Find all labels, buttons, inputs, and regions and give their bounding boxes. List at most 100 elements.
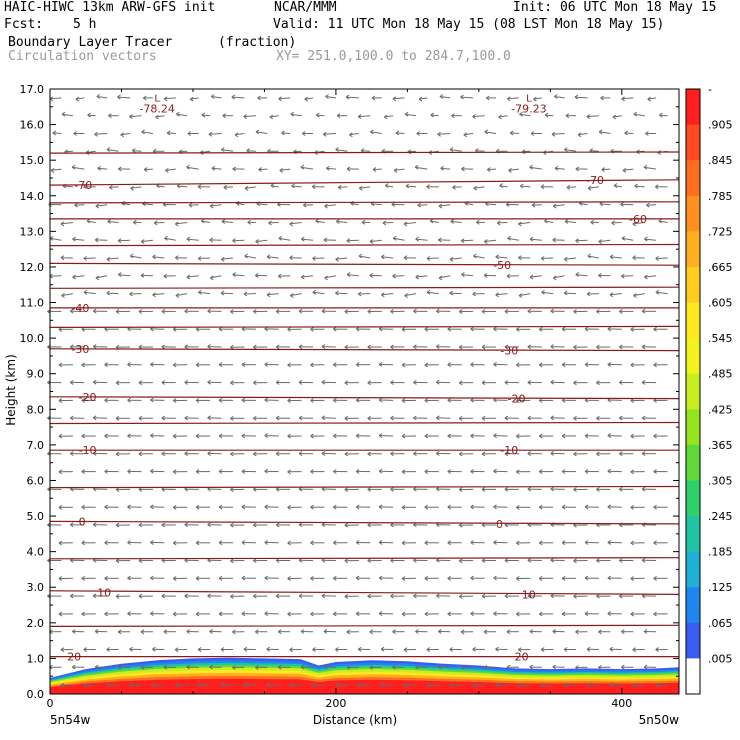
y-tick-label: 4.0 (27, 546, 45, 559)
vector-arrow (644, 238, 657, 241)
vector-arrow (392, 97, 405, 100)
vector-arrow (270, 185, 279, 188)
vector-arrow (142, 203, 153, 206)
vector-arrowhead (507, 235, 511, 241)
vector-arrowhead (325, 94, 329, 99)
vector-arrowhead (573, 558, 577, 564)
vector-arrow (164, 97, 176, 100)
vector-arrow (86, 220, 96, 223)
vector-arrowhead (481, 380, 486, 386)
vector-arrowhead (230, 558, 234, 564)
vector-arrow (152, 256, 165, 259)
vector-arrowhead (255, 239, 259, 245)
vector-arrow (211, 96, 222, 99)
colorbar-label: .905 (708, 119, 733, 132)
vector-arrowhead (415, 274, 419, 280)
y-tick-label: 15.0 (20, 154, 45, 167)
vector-arrowhead (481, 486, 486, 492)
vector-arrow (518, 293, 531, 297)
vector-arrowhead (140, 239, 145, 245)
vector-arrowhead (417, 202, 421, 208)
vector-arrowhead (58, 540, 63, 546)
vector-arrowhead (324, 275, 328, 281)
vector-arrowhead (222, 113, 226, 119)
vector-arrowhead (405, 183, 410, 189)
vector-arrowhead (619, 486, 623, 492)
vector-arrowhead (133, 219, 137, 225)
vector-arrow (291, 185, 302, 188)
vector-arrowhead (643, 629, 648, 634)
vector-arrowhead (529, 274, 534, 280)
vector-arrow (598, 239, 611, 243)
vector-arrowhead (527, 379, 532, 385)
vector-arrowhead (470, 433, 474, 439)
vector-arrowhead (277, 664, 282, 670)
vector-arrowhead (538, 362, 543, 368)
vector-arrowhead (424, 540, 429, 546)
vector-arrowhead (504, 593, 509, 599)
vector-arrowhead (634, 183, 638, 189)
vector-arrowhead (587, 253, 591, 259)
vector-arrowhead (538, 504, 543, 510)
vector-arrowhead (607, 468, 612, 474)
vector-arrowhead (270, 183, 275, 189)
vector-arrowhead (611, 220, 615, 226)
vector-arrowhead (108, 113, 112, 119)
vector-arrowhead (355, 504, 360, 510)
vector-arrow (450, 220, 462, 223)
vector-arrowhead (281, 130, 285, 136)
vector-arrowhead (184, 522, 188, 528)
vector-arrow (293, 150, 302, 153)
vector-arrowhead (508, 167, 512, 173)
vector-arrow (244, 186, 256, 189)
vector-arrowhead (127, 504, 131, 510)
vector-arrow (589, 150, 599, 152)
vector-arrowhead (630, 362, 634, 368)
vector-arrowhead (598, 129, 603, 135)
vector-arrowhead (392, 273, 396, 279)
vector-arrow (156, 185, 165, 188)
vector-arrowhead (96, 94, 101, 99)
vector-arrowhead (207, 344, 211, 350)
vector-arrowhead (279, 167, 284, 173)
vector-arrowhead (584, 540, 589, 545)
vector-arrowhead (552, 664, 556, 670)
vector-arrowhead (527, 451, 532, 457)
vector-arrowhead (509, 130, 514, 136)
contour-label: 10 (522, 588, 536, 601)
vector-arrowhead (630, 611, 634, 617)
vector-arrowhead (401, 362, 406, 368)
vector-arrowhead (378, 468, 383, 474)
vector-arrowhead (241, 468, 246, 474)
vector-arrowhead (60, 221, 65, 227)
vector-arrowhead (621, 664, 625, 670)
vector-arrowhead (447, 362, 451, 368)
vector-arrow (190, 97, 199, 100)
vector-arrow (369, 239, 382, 243)
vector-arrowhead (575, 272, 580, 278)
vector-arrowhead (232, 665, 236, 670)
vector-arrowhead (61, 293, 65, 299)
vector-arrowhead (621, 235, 626, 241)
vector-arrow (633, 113, 645, 117)
vector-arrow (75, 97, 85, 100)
vector-arrowhead (207, 415, 211, 421)
vector-arrow (269, 115, 279, 118)
vector-arrowhead (450, 218, 454, 224)
vector-arrowhead (346, 166, 351, 172)
vector-arrowhead (596, 309, 600, 314)
vector-arrowhead (323, 664, 328, 670)
contour-label: -60 (629, 213, 647, 226)
vector-arrowhead (590, 219, 594, 225)
vector-arrowhead (653, 433, 657, 439)
vector-arrowhead (287, 611, 291, 617)
vector-arrow (95, 275, 108, 279)
vector-arrowhead (220, 682, 225, 688)
vector-arrowhead (298, 522, 303, 528)
vector-arrowhead (367, 415, 371, 421)
vector-arrowhead (264, 539, 268, 545)
vector-arrow (520, 185, 531, 188)
vector-arrow (564, 220, 577, 223)
contour-label: -40 (71, 302, 89, 315)
vector-arrowhead (138, 593, 143, 599)
